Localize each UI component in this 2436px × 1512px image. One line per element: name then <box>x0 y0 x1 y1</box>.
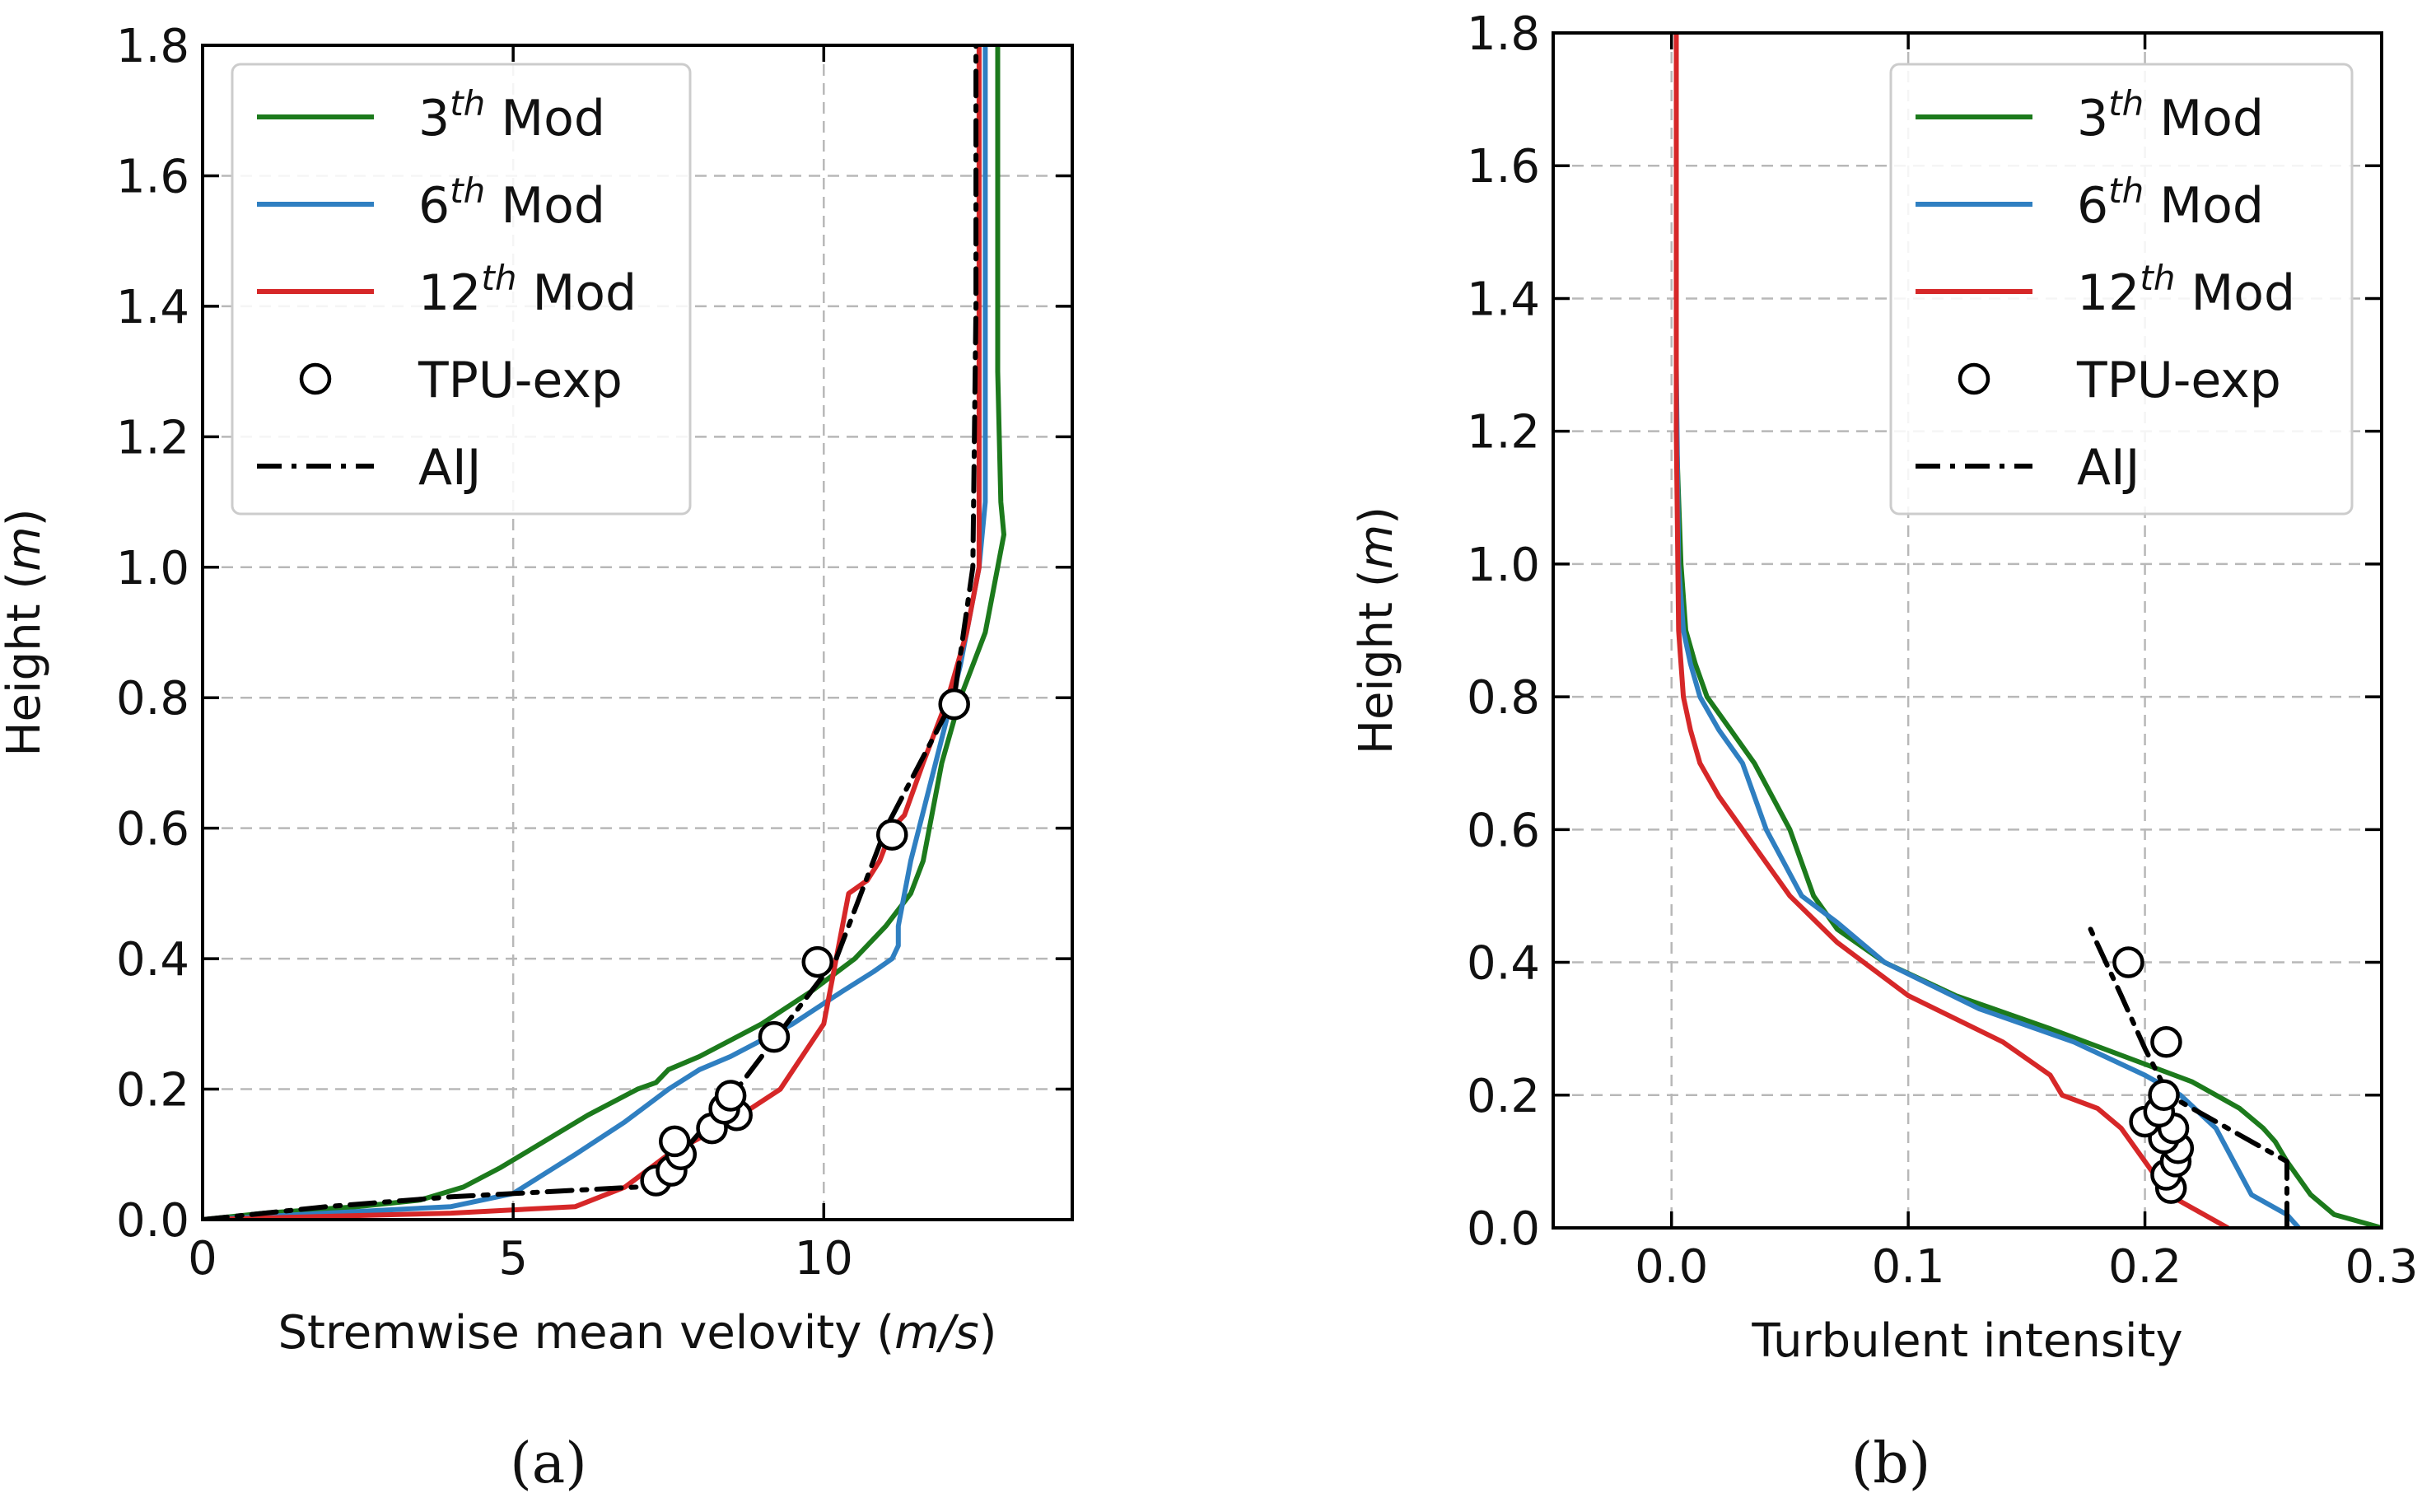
ticks: 0 5 10 0.0 0.2 0.4 0.6 0.8 1.0 1.2 1.4 1.6 1.8 <box>116 20 1072 1286</box>
y-tick-label: 0.0 <box>1467 1202 1540 1256</box>
tpu-exp-point <box>659 1125 691 1158</box>
y-tick-label: 0.4 <box>116 933 189 987</box>
legend-label-tpu: TPU-exp <box>2076 352 2281 409</box>
legend-label-3rd: 3th Mod <box>2077 83 2264 147</box>
plot-frame <box>201 44 1074 1221</box>
legend-label-6th: 6th Mod <box>2077 170 2264 235</box>
y-tick-label: 0.0 <box>116 1194 189 1248</box>
tpu-exp-point <box>2150 1026 2182 1058</box>
x-tick-label: 0.2 <box>2108 1240 2182 1294</box>
series-line-12th <box>1673 33 2231 1228</box>
tpu-exp-point <box>801 945 833 978</box>
y-tick-label: 1.4 <box>116 281 189 334</box>
y-tick-label: 0.2 <box>116 1064 189 1118</box>
ticks: 0.0 0.1 0.2 0.3 0.0 0.2 0.4 0.6 0.8 1.0 1.2 1.4 1.6 1… <box>1467 7 2419 1294</box>
x-tick-label: 10 <box>795 1232 853 1286</box>
y-tick-label: 1.0 <box>1467 539 1540 592</box>
legend-label-6th: 6th Mod <box>418 170 605 235</box>
panel-label-b: (b) <box>1851 1431 1931 1496</box>
tpu-exp-point <box>2148 1079 2180 1112</box>
tpu-exp-point <box>2112 946 2144 978</box>
y-axis-title: Height (m) <box>1350 506 1403 754</box>
series-line-6th <box>1673 33 2302 1228</box>
legend-label-tpu: TPU-exp <box>418 352 623 409</box>
y-tick-label: 0.4 <box>1467 937 1540 991</box>
legend-label-aij: AIJ <box>2077 439 2140 497</box>
legend-box <box>231 63 692 516</box>
legend: 3th Mod 6th Mod 12th Mod TPU-exp AIJ <box>231 63 692 516</box>
panel-label-a: (a) <box>510 1431 587 1496</box>
y-tick-label: 0.8 <box>1467 671 1540 725</box>
x-axis-unit: m/s <box>894 1306 979 1360</box>
y-axis-unit: m <box>1350 525 1403 570</box>
legend-marker-tpu <box>299 362 332 395</box>
legend-label-3rd: 3th Mod <box>418 83 605 147</box>
x-axis-title-text: Turbulent intensity <box>1751 1314 2182 1368</box>
legend-label-12th: 12th Mod <box>2077 258 2295 322</box>
legend-box <box>1889 63 2354 516</box>
y-tick-label: 1.2 <box>1467 406 1540 460</box>
tpu-exp-point <box>938 688 970 721</box>
tpu-exp-point <box>876 819 908 851</box>
y-tick-label: 1.6 <box>1467 140 1540 194</box>
x-tick-label: 5 <box>498 1232 528 1286</box>
y-tick-label: 1.0 <box>116 542 189 595</box>
y-tick-label: 1.8 <box>1467 7 1540 61</box>
x-tick-label: 0.0 <box>1635 1240 1708 1294</box>
y-tick-label: 1.8 <box>116 20 189 73</box>
x-axis-title: Turbulent intensity <box>1751 1314 2182 1368</box>
y-tick-label: 1.4 <box>1467 273 1540 326</box>
tpu-exp-point <box>758 1020 791 1053</box>
y-axis-title: Height (m) <box>0 508 51 756</box>
legend-label-aij: AIJ <box>418 439 481 497</box>
y-axis-unit: m <box>0 526 51 572</box>
y-axis-title-text: Height <box>0 604 51 756</box>
tpu-exp-point <box>714 1080 747 1112</box>
y-tick-label: 1.2 <box>116 411 189 464</box>
x-tick-label: 0 <box>188 1232 217 1286</box>
x-axis-title: Stremwise mean velovity (m/s) <box>278 1306 996 1360</box>
series-line-aij <box>203 45 979 1220</box>
y-axis-title-text: Height <box>1350 602 1403 754</box>
y-tick-label: 0.2 <box>1467 1070 1540 1123</box>
x-tick-label: 0.3 <box>2345 1240 2418 1294</box>
chart-turbulent-intensity: 0.0 0.1 0.2 0.3 0.0 0.2 0.4 0.6 0.8 1.0 1.2 1.4 1.6 1… <box>1350 7 2419 1368</box>
y-tick-label: 0.6 <box>1467 804 1540 857</box>
legend-marker-tpu <box>1958 362 1990 395</box>
legend: 3th Mod 6th Mod 12th Mod TPU-exp AIJ <box>1889 63 2354 516</box>
y-tick-label: 0.6 <box>116 803 189 856</box>
legend-label-12th: 12th Mod <box>418 258 637 322</box>
x-tick-label: 0.1 <box>1872 1240 1945 1294</box>
x-axis-title-text: Stremwise mean velovity <box>278 1306 861 1360</box>
y-tick-label: 0.8 <box>116 672 189 726</box>
chart-velocity-profile: 0 5 10 0.0 0.2 0.4 0.6 0.8 1.0 1.2 1.4 1.6 1.8 Stremw… <box>0 20 1074 1360</box>
plot-area <box>203 45 1006 1220</box>
y-tick-label: 1.6 <box>116 150 189 203</box>
plot-frame <box>1552 31 2383 1230</box>
plot-area <box>1673 33 2382 1228</box>
